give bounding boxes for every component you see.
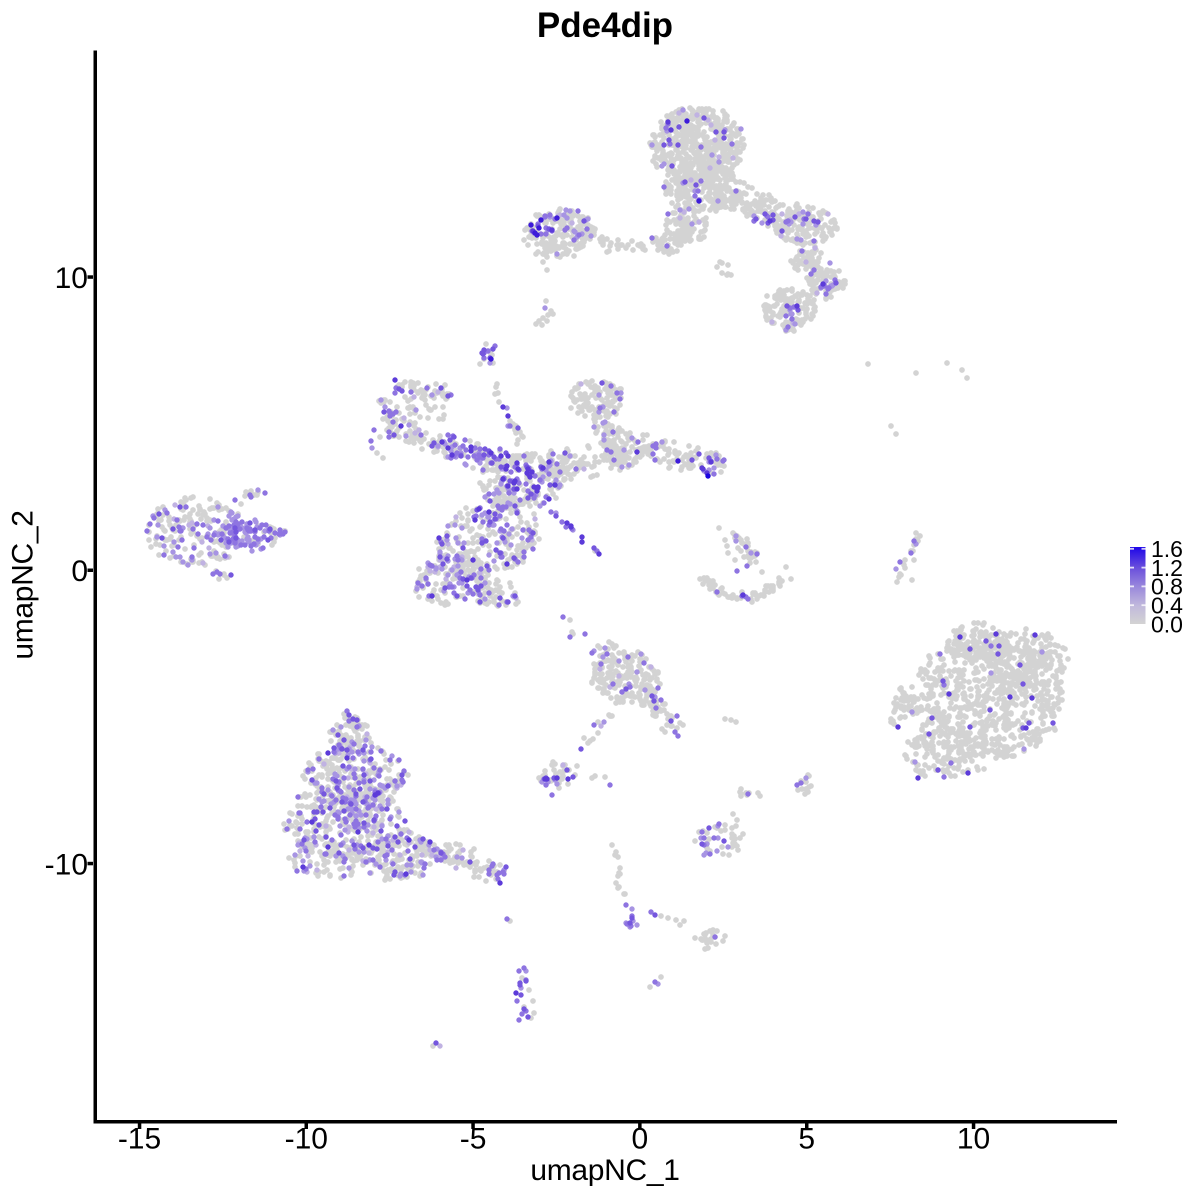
svg-text:0.0: 0.0 — [1151, 611, 1183, 637]
svg-text:umapNC_2: umapNC_2 — [7, 510, 40, 659]
svg-text:-15: -15 — [118, 1123, 161, 1156]
svg-text:10: 10 — [55, 262, 88, 295]
svg-text:0.4: 0.4 — [1151, 593, 1183, 619]
svg-text:Pde4dip: Pde4dip — [537, 6, 673, 45]
svg-text:0.8: 0.8 — [1151, 574, 1183, 600]
svg-text:-10: -10 — [45, 848, 88, 881]
svg-text:-10: -10 — [285, 1123, 328, 1156]
svg-text:1.6: 1.6 — [1151, 536, 1183, 562]
svg-text:1.2: 1.2 — [1151, 555, 1183, 581]
svg-text:5: 5 — [798, 1123, 815, 1156]
svg-text:umapNC_1: umapNC_1 — [530, 1154, 679, 1187]
svg-text:0: 0 — [71, 555, 88, 588]
svg-text:10: 10 — [957, 1123, 990, 1156]
svg-text:-5: -5 — [460, 1123, 487, 1156]
svg-text:0: 0 — [632, 1123, 649, 1156]
